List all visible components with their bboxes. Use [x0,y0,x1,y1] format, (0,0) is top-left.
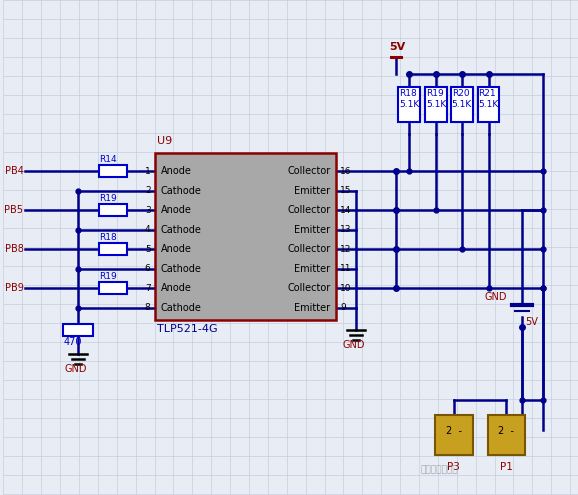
Text: Collector: Collector [287,284,331,294]
Text: 2: 2 [145,186,151,195]
Text: 2  -: 2 - [498,426,514,436]
Text: 5.1K: 5.1K [452,100,472,109]
Text: PB8: PB8 [5,245,23,254]
Text: 5: 5 [145,245,151,254]
Text: GND: GND [64,364,87,374]
Bar [99,243,127,255]
Text: 10: 10 [340,284,352,293]
Text: P1: P1 [500,462,513,472]
Text: Collector: Collector [287,245,331,254]
Text: R19: R19 [99,194,117,203]
Text: 1: 1 [145,166,151,176]
Text: R18: R18 [99,233,117,242]
Bar [488,415,525,455]
Text: 6: 6 [145,264,151,273]
Text: Cathode: Cathode [161,186,201,196]
Text: Collector: Collector [287,205,331,215]
Text: GND: GND [484,292,507,302]
Text: R21: R21 [479,89,497,98]
Text: Anode: Anode [161,245,191,254]
Text: 4: 4 [145,225,151,234]
Text: 5.1K: 5.1K [399,100,420,109]
Text: 5.1K: 5.1K [426,100,446,109]
Bar [451,87,473,122]
Text: 5.1K: 5.1K [479,100,499,109]
Bar [63,324,93,336]
Text: Cathode: Cathode [161,225,201,235]
Bar [425,87,447,122]
Text: Cathode: Cathode [161,303,201,313]
Text: Anode: Anode [161,284,191,294]
Text: P3: P3 [447,462,460,472]
Text: PB4: PB4 [5,166,23,176]
Text: PB9: PB9 [5,284,23,294]
Text: Cathode: Cathode [161,264,201,274]
Text: 12: 12 [340,245,352,254]
Text: R19: R19 [99,272,117,282]
Text: 14: 14 [340,205,352,215]
Text: 5V: 5V [389,42,405,52]
Text: Anode: Anode [161,166,191,176]
Text: 嵌入式实验基地: 嵌入式实验基地 [421,465,458,474]
Text: PB5: PB5 [5,205,23,215]
Text: 16: 16 [340,166,352,176]
Bar [398,87,420,122]
Text: R14: R14 [99,155,117,164]
Text: Emitter: Emitter [294,225,331,235]
Bar [99,165,127,177]
Text: 470: 470 [63,337,81,347]
Text: TLP521-4G: TLP521-4G [157,324,217,334]
Text: R20: R20 [452,89,469,98]
Text: 7: 7 [145,284,151,293]
Text: 8: 8 [145,303,151,312]
Text: 5V: 5V [525,317,538,327]
Text: Collector: Collector [287,166,331,176]
Text: 3: 3 [145,205,151,215]
Text: R18: R18 [399,89,417,98]
Bar [435,415,473,455]
Text: Emitter: Emitter [294,186,331,196]
Bar [154,153,336,320]
Bar [99,204,127,216]
Text: 9: 9 [340,303,346,312]
Text: 15: 15 [340,186,352,195]
Text: R19: R19 [426,89,444,98]
Text: 13: 13 [340,225,352,234]
Bar [99,283,127,295]
Text: 2  -: 2 - [446,426,462,436]
Text: GND: GND [342,340,365,350]
Text: 11: 11 [340,264,352,273]
Text: Anode: Anode [161,205,191,215]
Text: U9: U9 [157,136,172,146]
Text: Emitter: Emitter [294,303,331,313]
Bar [477,87,499,122]
Text: Emitter: Emitter [294,264,331,274]
